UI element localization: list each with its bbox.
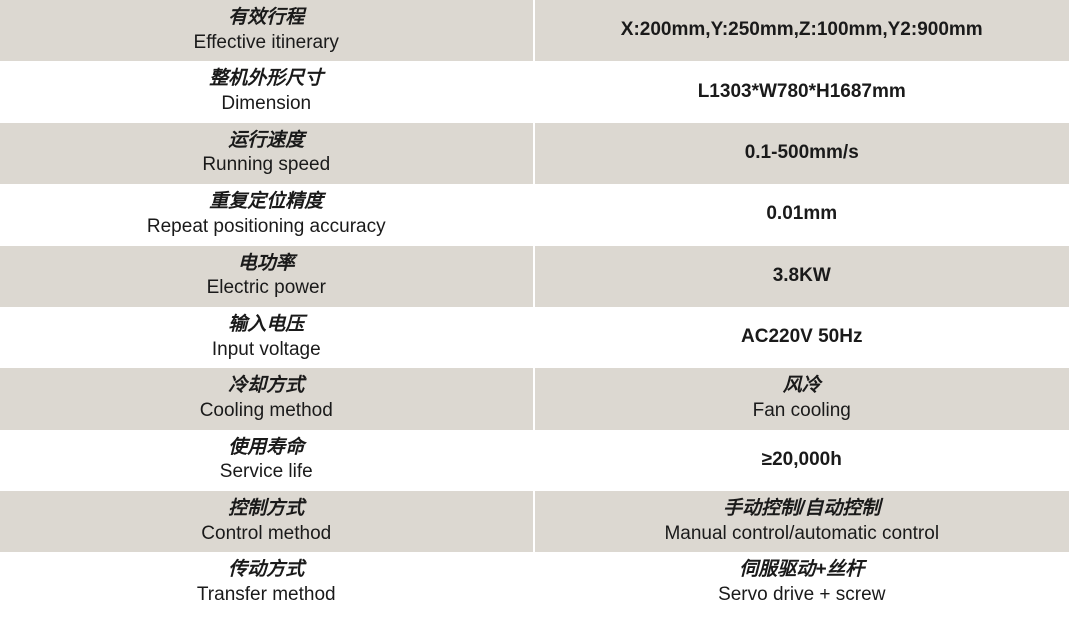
spec-label-cell: 整机外形尺寸 Dimension bbox=[0, 61, 535, 122]
spec-value: AC220V 50Hz bbox=[741, 325, 862, 350]
spec-value-cell: 手动控制/自动控制 Manual control/automatic contr… bbox=[535, 491, 1069, 552]
label-cn: 电功率 bbox=[238, 252, 295, 277]
spec-label-cell: 传动方式 Transfer method bbox=[0, 552, 535, 613]
table-row: 传动方式 Transfer method 伺服驱动+丝杆 Servo drive… bbox=[0, 552, 1069, 613]
spec-value-cell: ≥20,000h bbox=[535, 430, 1069, 491]
table-row: 有效行程 Effective itinerary X:200mm,Y:250mm… bbox=[0, 0, 1069, 61]
label-cn: 整机外形尺寸 bbox=[209, 67, 323, 92]
spec-value-cn: 手动控制/自动控制 bbox=[723, 497, 880, 522]
spec-value-cell: L1303*W780*H1687mm bbox=[535, 61, 1069, 122]
table-row: 电功率 Electric power 3.8KW bbox=[0, 246, 1069, 307]
spec-value-cell: 3.8KW bbox=[535, 246, 1069, 307]
spec-label-cell: 有效行程 Effective itinerary bbox=[0, 0, 535, 61]
label-en: Input voltage bbox=[212, 338, 321, 363]
label-en: Repeat positioning accuracy bbox=[147, 215, 386, 240]
table-row: 运行速度 Running speed 0.1-500mm/s bbox=[0, 123, 1069, 184]
label-cn: 使用寿命 bbox=[228, 436, 304, 461]
spec-value-cn: 伺服驱动+丝杆 bbox=[739, 558, 864, 583]
spec-value-cell: X:200mm,Y:250mm,Z:100mm,Y2:900mm bbox=[535, 0, 1069, 61]
spec-label-cell: 电功率 Electric power bbox=[0, 246, 535, 307]
label-en: Service life bbox=[220, 460, 313, 485]
spec-value-cn: 风冷 bbox=[783, 374, 821, 399]
label-en: Transfer method bbox=[197, 583, 336, 608]
label-cn: 输入电压 bbox=[228, 313, 304, 338]
spec-value-cell: 0.1-500mm/s bbox=[535, 123, 1069, 184]
table-row: 整机外形尺寸 Dimension L1303*W780*H1687mm bbox=[0, 61, 1069, 122]
spec-value: ≥20,000h bbox=[762, 448, 842, 473]
label-en: Control method bbox=[201, 522, 331, 547]
spec-label-cell: 输入电压 Input voltage bbox=[0, 307, 535, 368]
label-en: Electric power bbox=[207, 276, 326, 301]
label-cn: 控制方式 bbox=[228, 497, 304, 522]
table-row: 使用寿命 Service life ≥20,000h bbox=[0, 430, 1069, 491]
label-cn: 有效行程 bbox=[228, 6, 304, 31]
label-en: Running speed bbox=[202, 153, 330, 178]
spec-label-cell: 冷却方式 Cooling method bbox=[0, 368, 535, 429]
label-en: Cooling method bbox=[200, 399, 333, 424]
label-cn: 重复定位精度 bbox=[209, 190, 323, 215]
spec-table: 有效行程 Effective itinerary X:200mm,Y:250mm… bbox=[0, 0, 1069, 614]
spec-value-en: Manual control/automatic control bbox=[664, 522, 939, 547]
table-row: 冷却方式 Cooling method 风冷 Fan cooling bbox=[0, 368, 1069, 429]
label-en: Dimension bbox=[221, 92, 311, 117]
spec-value: 3.8KW bbox=[773, 264, 831, 289]
table-row: 输入电压 Input voltage AC220V 50Hz bbox=[0, 307, 1069, 368]
spec-value-en: Fan cooling bbox=[753, 399, 851, 424]
label-en: Effective itinerary bbox=[194, 31, 339, 56]
spec-value-en: Servo drive + screw bbox=[718, 583, 885, 608]
spec-value-cell: 风冷 Fan cooling bbox=[535, 368, 1069, 429]
spec-value-cell: 伺服驱动+丝杆 Servo drive + screw bbox=[535, 552, 1069, 613]
spec-value-cell: AC220V 50Hz bbox=[535, 307, 1069, 368]
spec-value-cell: 0.01mm bbox=[535, 184, 1069, 245]
spec-label-cell: 重复定位精度 Repeat positioning accuracy bbox=[0, 184, 535, 245]
spec-value: X:200mm,Y:250mm,Z:100mm,Y2:900mm bbox=[621, 18, 983, 43]
label-cn: 冷却方式 bbox=[228, 374, 304, 399]
spec-value: L1303*W780*H1687mm bbox=[698, 80, 906, 105]
table-row: 重复定位精度 Repeat positioning accuracy 0.01m… bbox=[0, 184, 1069, 245]
spec-label-cell: 控制方式 Control method bbox=[0, 491, 535, 552]
spec-label-cell: 使用寿命 Service life bbox=[0, 430, 535, 491]
label-cn: 运行速度 bbox=[228, 129, 304, 154]
table-row: 控制方式 Control method 手动控制/自动控制 Manual con… bbox=[0, 491, 1069, 552]
spec-value: 0.1-500mm/s bbox=[745, 141, 859, 166]
spec-value: 0.01mm bbox=[766, 202, 837, 227]
spec-label-cell: 运行速度 Running speed bbox=[0, 123, 535, 184]
label-cn: 传动方式 bbox=[228, 558, 304, 583]
